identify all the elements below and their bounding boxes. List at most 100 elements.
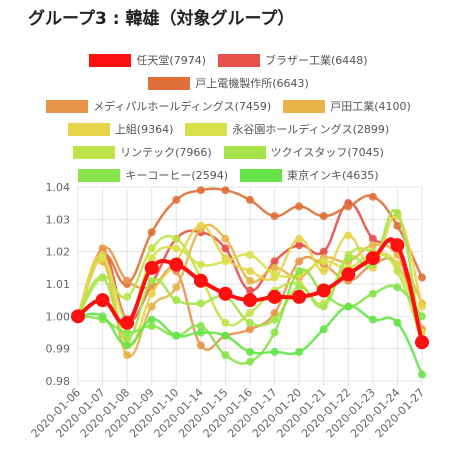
legend-label: ツクイスタッフ(7045) xyxy=(270,146,384,159)
data-point xyxy=(415,335,429,350)
data-point xyxy=(147,315,156,324)
data-point xyxy=(270,263,279,272)
data-point xyxy=(196,186,205,195)
data-point xyxy=(418,312,426,321)
data-point xyxy=(196,341,205,350)
legend-item[interactable]: ツクイスタッフ(7045) xyxy=(223,144,384,160)
data-point xyxy=(270,270,279,279)
legend-swatch xyxy=(148,76,191,90)
data-point xyxy=(319,302,328,311)
legend-item[interactable]: 戸田工業(4100) xyxy=(283,98,411,114)
data-point xyxy=(246,286,254,295)
data-point xyxy=(98,273,107,282)
data-point xyxy=(292,289,307,304)
data-point xyxy=(196,299,205,308)
data-point xyxy=(123,276,132,285)
data-point xyxy=(393,318,402,327)
data-point xyxy=(196,221,205,230)
y-tick-label: 1.04 xyxy=(46,181,71,194)
data-point xyxy=(393,283,402,292)
legend-label: 上組(9364) xyxy=(114,123,174,136)
legend-item[interactable]: キーコーヒー(2594) xyxy=(78,167,228,183)
data-point xyxy=(319,267,328,276)
data-point xyxy=(147,289,156,298)
data-point xyxy=(319,247,328,256)
legend-item[interactable]: 戸上電機製作所(6643) xyxy=(148,75,309,91)
data-point xyxy=(123,292,132,301)
data-point xyxy=(147,276,156,285)
data-point xyxy=(368,234,377,243)
legend-item[interactable]: 上組(9364) xyxy=(67,121,174,137)
legend-swatch xyxy=(283,99,326,113)
data-point xyxy=(295,241,304,250)
data-point xyxy=(393,267,402,276)
legend-item[interactable]: 任天堂(7974) xyxy=(89,52,206,68)
data-point xyxy=(71,309,85,324)
legend-item[interactable]: メディパルホールディングス(7459) xyxy=(46,98,271,114)
data-point xyxy=(295,202,304,211)
data-point xyxy=(365,251,380,266)
legend-swatch xyxy=(73,145,116,159)
y-tick-label: 1.03 xyxy=(46,213,71,226)
legend-item[interactable]: リンテック(7966) xyxy=(73,144,212,160)
data-point xyxy=(246,250,254,259)
data-point xyxy=(270,212,279,221)
data-point xyxy=(98,244,107,253)
data-point xyxy=(218,286,233,301)
data-point xyxy=(221,351,230,360)
data-point xyxy=(243,293,257,308)
data-point xyxy=(368,192,377,201)
data-point xyxy=(295,267,304,276)
data-point xyxy=(319,212,328,221)
legend-swatch xyxy=(67,122,110,136)
legend-item[interactable]: 永谷園ホールディングス(2899) xyxy=(185,121,389,137)
data-point xyxy=(319,325,328,334)
data-point xyxy=(221,186,230,195)
data-point xyxy=(221,318,230,327)
data-point xyxy=(120,315,135,330)
data-point xyxy=(246,357,254,366)
legend-label: 戸上電機製作所(6643) xyxy=(195,77,309,90)
y-tick-label: 0.98 xyxy=(46,375,71,388)
data-point xyxy=(316,283,331,298)
legend-label: 永谷園ホールディングス(2899) xyxy=(232,123,390,136)
data-point xyxy=(341,267,356,282)
legend-swatch xyxy=(218,53,260,67)
legend-swatch xyxy=(46,99,89,113)
data-point xyxy=(221,244,230,253)
data-point xyxy=(267,289,282,304)
data-point xyxy=(144,260,159,275)
legend-swatch xyxy=(78,168,121,182)
legend-swatch xyxy=(185,122,228,136)
data-point xyxy=(95,293,110,308)
data-point xyxy=(147,254,156,263)
data-point xyxy=(221,257,230,266)
data-point xyxy=(172,283,181,292)
data-point xyxy=(246,195,254,204)
data-point xyxy=(172,331,181,340)
legend-item[interactable]: 東京インキ(4635) xyxy=(240,167,379,183)
y-tick-label: 1.00 xyxy=(46,310,71,323)
y-tick-label: 0.99 xyxy=(46,343,71,356)
data-point xyxy=(147,244,156,253)
data-point xyxy=(344,231,353,240)
legend-item[interactable]: ブラザー工業(6448) xyxy=(218,52,368,68)
data-point xyxy=(344,202,353,211)
data-point xyxy=(147,322,156,331)
data-point xyxy=(344,254,353,263)
data-point xyxy=(98,312,107,321)
data-point xyxy=(221,331,230,340)
data-point xyxy=(295,234,304,243)
data-point xyxy=(193,273,208,288)
data-point xyxy=(246,267,254,276)
data-point xyxy=(344,302,353,311)
legend-swatch xyxy=(240,168,282,182)
data-point xyxy=(172,296,181,305)
data-point xyxy=(368,315,377,324)
legend-swatch xyxy=(89,53,132,67)
y-tick-label: 1.02 xyxy=(46,246,71,259)
data-point xyxy=(246,309,254,318)
data-point xyxy=(196,328,205,337)
data-point xyxy=(295,257,304,266)
data-point xyxy=(123,328,132,337)
